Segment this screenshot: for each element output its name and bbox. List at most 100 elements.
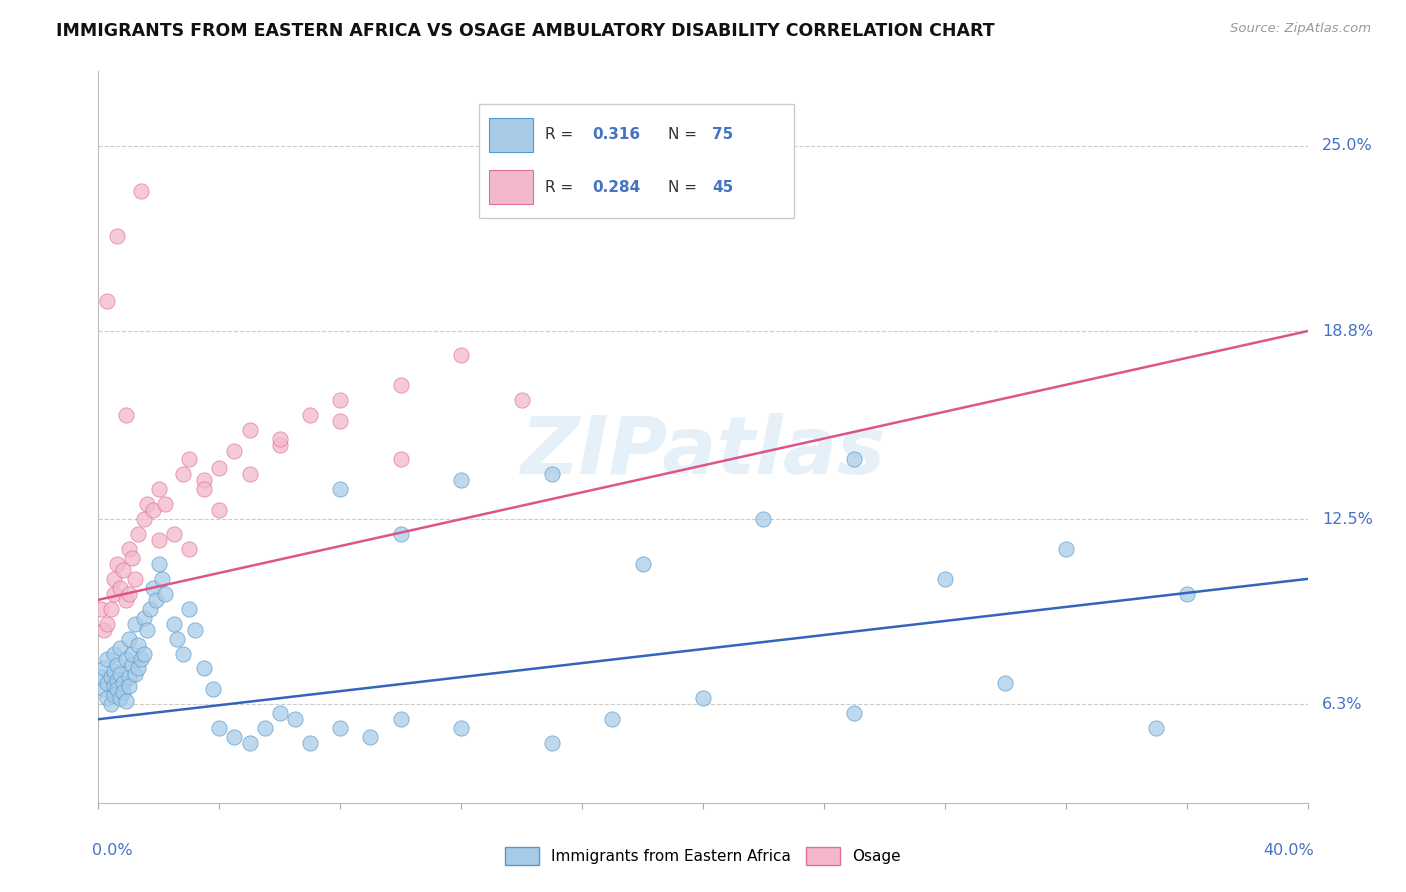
Point: [184, 623, 207, 637]
Point: [269, 437, 291, 451]
Point: [118, 542, 141, 557]
Point: [540, 467, 562, 482]
Point: [145, 592, 167, 607]
Point: [752, 512, 775, 526]
Text: 12.5%: 12.5%: [1322, 512, 1374, 526]
Point: [93, 661, 115, 675]
Point: [193, 474, 215, 488]
Point: [389, 527, 412, 541]
Text: Source: ZipAtlas.com: Source: ZipAtlas.com: [1230, 22, 1371, 36]
Point: [239, 736, 262, 750]
Point: [93, 623, 115, 637]
Point: [118, 632, 141, 646]
Point: [844, 452, 866, 467]
Point: [111, 676, 134, 690]
Point: [124, 572, 146, 586]
Point: [96, 294, 118, 309]
Point: [103, 689, 125, 703]
Point: [172, 467, 194, 482]
Point: [108, 667, 131, 681]
Point: [269, 706, 291, 721]
Point: [208, 503, 231, 517]
Point: [1054, 542, 1077, 557]
Point: [153, 587, 176, 601]
Point: [100, 670, 122, 684]
Point: [129, 652, 152, 666]
Text: 25.0%: 25.0%: [1322, 138, 1372, 153]
Point: [179, 452, 201, 467]
Point: [118, 587, 141, 601]
Point: [118, 670, 141, 684]
Point: [510, 392, 533, 407]
Point: [108, 581, 131, 595]
Point: [105, 673, 128, 688]
Point: [329, 483, 352, 497]
Text: IMMIGRANTS FROM EASTERN AFRICA VS OSAGE AMBULATORY DISABILITY CORRELATION CHART: IMMIGRANTS FROM EASTERN AFRICA VS OSAGE …: [56, 22, 995, 40]
Point: [269, 432, 291, 446]
Point: [103, 587, 125, 601]
Point: [132, 610, 155, 624]
Text: 6.3%: 6.3%: [1322, 697, 1362, 712]
Point: [450, 721, 472, 735]
Point: [135, 623, 157, 637]
Point: [150, 572, 173, 586]
Point: [224, 730, 246, 744]
Point: [129, 184, 152, 198]
Point: [239, 423, 262, 437]
Point: [450, 348, 472, 362]
Point: [253, 721, 276, 735]
Point: [105, 557, 128, 571]
Point: [105, 682, 128, 697]
Point: [284, 712, 307, 726]
Point: [111, 563, 134, 577]
Point: [121, 647, 143, 661]
Point: [179, 542, 201, 557]
Point: [108, 691, 131, 706]
Point: [118, 679, 141, 693]
Point: [202, 682, 225, 697]
Point: [1146, 721, 1168, 735]
Point: [111, 685, 134, 699]
Point: [96, 616, 118, 631]
Text: ZIPatlas: ZIPatlas: [520, 413, 886, 491]
Point: [132, 647, 155, 661]
Point: [389, 452, 412, 467]
Point: [994, 676, 1017, 690]
Point: [329, 414, 352, 428]
Point: [142, 581, 165, 595]
Point: [100, 601, 122, 615]
Point: [103, 572, 125, 586]
Point: [127, 638, 149, 652]
Point: [142, 503, 165, 517]
Point: [602, 712, 624, 726]
Point: [100, 698, 122, 712]
Point: [934, 572, 956, 586]
Point: [124, 667, 146, 681]
Point: [127, 661, 149, 675]
Point: [108, 640, 131, 655]
Text: 0.0%: 0.0%: [93, 843, 134, 858]
Point: [360, 730, 382, 744]
Point: [96, 652, 118, 666]
Point: [166, 632, 188, 646]
Point: [103, 665, 125, 679]
Point: [124, 616, 146, 631]
Point: [163, 527, 186, 541]
Point: [105, 658, 128, 673]
Point: [163, 616, 186, 631]
Point: [299, 736, 322, 750]
Point: [389, 377, 412, 392]
Point: [114, 592, 136, 607]
Point: [329, 392, 352, 407]
Point: [103, 647, 125, 661]
Point: [153, 497, 176, 511]
Point: [114, 408, 136, 422]
Point: [114, 652, 136, 666]
Point: [239, 467, 262, 482]
Point: [96, 676, 118, 690]
Point: [193, 661, 215, 675]
Point: [1175, 587, 1198, 601]
Point: [103, 679, 125, 693]
Point: [132, 512, 155, 526]
Point: [90, 670, 112, 684]
